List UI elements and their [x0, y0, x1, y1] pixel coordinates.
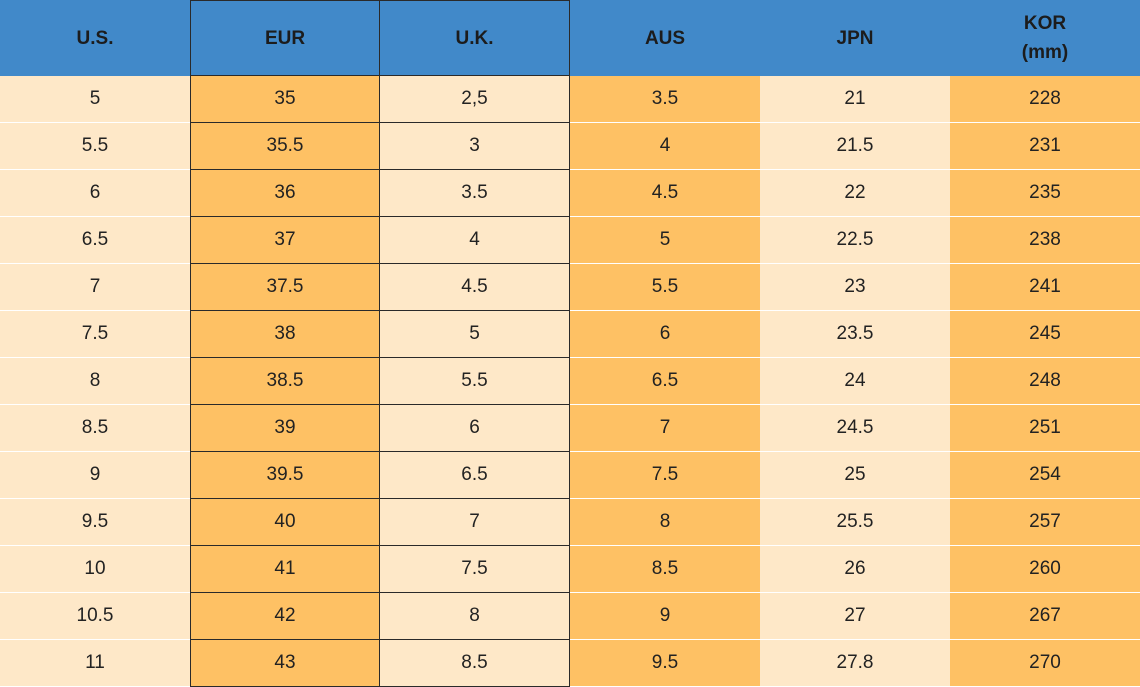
table-cell: 38 — [190, 311, 380, 358]
header-cell: KOR (mm) — [950, 0, 1140, 76]
table-cell: 254 — [950, 452, 1140, 499]
table-cell: 6 — [0, 170, 190, 217]
table-cell: 7.5 — [0, 311, 190, 358]
table-cell: 9.5 — [570, 640, 760, 687]
table-cell: 7.5 — [570, 452, 760, 499]
table-cell: 22.5 — [760, 217, 950, 264]
table-cell: 6 — [380, 405, 570, 452]
table-cell: 10 — [0, 546, 190, 593]
table-cell: 6.5 — [0, 217, 190, 264]
table-cell: 7 — [0, 264, 190, 311]
table-cell: 42 — [190, 593, 380, 640]
table-cell: 228 — [950, 76, 1140, 123]
table-cell: 2,5 — [380, 76, 570, 123]
table-cell: 6.5 — [570, 358, 760, 405]
table-cell: 25.5 — [760, 499, 950, 546]
table-cell: 25 — [760, 452, 950, 499]
table-cell: 5 — [570, 217, 760, 264]
table-cell: 5.5 — [0, 123, 190, 170]
table-cell: 8 — [0, 358, 190, 405]
table-cell: 21.5 — [760, 123, 950, 170]
table-cell: 8.5 — [570, 546, 760, 593]
header-cell: AUS — [570, 0, 760, 76]
header-cell: EUR — [190, 0, 380, 76]
table-cell: 8.5 — [380, 640, 570, 687]
table-cell: 6.5 — [380, 452, 570, 499]
table-cell: 270 — [950, 640, 1140, 687]
table-cell: 21 — [760, 76, 950, 123]
table-cell: 38.5 — [190, 358, 380, 405]
table-cell: 27.8 — [760, 640, 950, 687]
table-cell: 23.5 — [760, 311, 950, 358]
table-cell: 4.5 — [380, 264, 570, 311]
table-cell: 5.5 — [570, 264, 760, 311]
table-cell: 26 — [760, 546, 950, 593]
table-cell: 39 — [190, 405, 380, 452]
table-cell: 37 — [190, 217, 380, 264]
table-cell: 251 — [950, 405, 1140, 452]
table-cell: 260 — [950, 546, 1140, 593]
table-cell: 22 — [760, 170, 950, 217]
table-cell: 5.5 — [380, 358, 570, 405]
table-cell: 3.5 — [570, 76, 760, 123]
table-cell: 6 — [570, 311, 760, 358]
table-cell: 43 — [190, 640, 380, 687]
table-cell: 3 — [380, 123, 570, 170]
table-cell: 267 — [950, 593, 1140, 640]
table-cell: 39.5 — [190, 452, 380, 499]
table-cell: 238 — [950, 217, 1140, 264]
table-cell: 9.5 — [0, 499, 190, 546]
table-cell: 7.5 — [380, 546, 570, 593]
table-cell: 4 — [570, 123, 760, 170]
table-cell: 8.5 — [0, 405, 190, 452]
table-cell: 9 — [0, 452, 190, 499]
table-cell: 7 — [380, 499, 570, 546]
table-cell: 235 — [950, 170, 1140, 217]
table-cell: 9 — [570, 593, 760, 640]
table-cell: 36 — [190, 170, 380, 217]
header-cell: JPN — [760, 0, 950, 76]
table-cell: 8 — [570, 499, 760, 546]
header-cell: U.K. — [380, 0, 570, 76]
table-cell: 35 — [190, 76, 380, 123]
table-cell: 7 — [570, 405, 760, 452]
header-cell: U.S. — [0, 0, 190, 76]
table-cell: 245 — [950, 311, 1140, 358]
table-cell: 23 — [760, 264, 950, 311]
table-cell: 24 — [760, 358, 950, 405]
table-cell: 8 — [380, 593, 570, 640]
table-cell: 10.5 — [0, 593, 190, 640]
table-cell: 41 — [190, 546, 380, 593]
table-cell: 24.5 — [760, 405, 950, 452]
table-cell: 257 — [950, 499, 1140, 546]
table-cell: 231 — [950, 123, 1140, 170]
table-cell: 35.5 — [190, 123, 380, 170]
table-cell: 4.5 — [570, 170, 760, 217]
table-cell: 27 — [760, 593, 950, 640]
table-cell: 40 — [190, 499, 380, 546]
table-cell: 3.5 — [380, 170, 570, 217]
table-cell: 241 — [950, 264, 1140, 311]
table-cell: 11 — [0, 640, 190, 687]
table-cell: 37.5 — [190, 264, 380, 311]
table-cell: 5 — [380, 311, 570, 358]
table-cell: 5 — [0, 76, 190, 123]
table-cell: 248 — [950, 358, 1140, 405]
table-cell: 4 — [380, 217, 570, 264]
